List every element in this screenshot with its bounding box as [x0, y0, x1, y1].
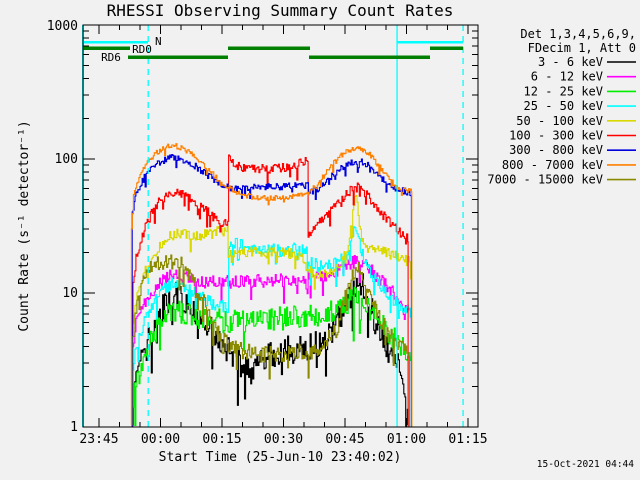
plot-frame — [82, 24, 479, 428]
legend-label-12-25: 12 - 25 keV — [524, 84, 603, 98]
x-tick-label-0100: 01:00 — [387, 432, 426, 447]
y-tick-label-1000: 1000 — [47, 19, 78, 34]
y-tick-label-1: 1 — [70, 420, 78, 435]
rd0-flag-label: RD0 — [132, 43, 152, 56]
legend-row: 7000 - 15000 keV — [487, 173, 636, 187]
x-tick-label-0115: 01:15 — [448, 432, 487, 447]
series-lines-layer — [130, 143, 413, 427]
legend-label-7000-15000: 7000 - 15000 keV — [487, 173, 603, 187]
x-tick-label-0000: 00:00 — [141, 432, 180, 447]
axis-ticks-layer — [83, 24, 478, 428]
y-tick-label-100: 100 — [55, 152, 78, 167]
creation-timestamp: 15-Oct-2021 04:44 — [537, 459, 635, 470]
series-line-band-50-100-kev — [131, 194, 413, 427]
legend-label-300-800: 300 - 800 keV — [509, 143, 603, 157]
legend-row: 100 - 300 keV — [509, 129, 636, 143]
rd6-flag-label: RD6 — [101, 51, 121, 64]
legend-row: 12 - 25 keV — [524, 84, 636, 98]
legend: Det 1,3,4,5,6,9, FDecim 1, Att 0 3 - 6 k… — [487, 27, 636, 187]
legend-row: 800 - 7000 keV — [502, 158, 636, 172]
legend-header-detectors: Det 1,3,4,5,6,9, — [520, 27, 636, 41]
legend-header-fdecim: FDecim 1, Att 0 — [528, 41, 636, 55]
series-line-band-300-800-kev — [131, 154, 412, 427]
x-tick-label-0030: 00:30 — [264, 432, 303, 447]
legend-row: 25 - 50 keV — [524, 99, 636, 113]
series-line-band-800-7000-kev — [130, 143, 413, 427]
x-tick-label-2345: 23:45 — [79, 432, 118, 447]
x-axis-label: Start Time (25-Jun-10 23:40:02) — [159, 450, 402, 465]
x-tick-label-0015: 00:15 — [202, 432, 241, 447]
legend-label-100-300: 100 - 300 keV — [509, 129, 603, 143]
legend-label-800-7000: 800 - 7000 keV — [502, 158, 603, 172]
y-tick-label-10: 10 — [62, 286, 78, 301]
night-flag-label: N — [155, 35, 162, 48]
legend-row: 300 - 800 keV — [509, 143, 636, 157]
legend-row: 3 - 6 keV — [538, 55, 636, 69]
flag-bars-layer — [83, 40, 464, 59]
series-line-band-12-25-kev — [132, 286, 412, 427]
legend-row: 6 - 12 keV — [531, 70, 636, 84]
legend-label-6-12: 6 - 12 keV — [531, 70, 603, 84]
legend-label-25-50: 25 - 50 keV — [524, 99, 603, 113]
series-line-band-100-300-kev — [132, 154, 409, 427]
y-axis-label: Count Rate (s⁻¹ detector⁻¹) — [17, 120, 32, 331]
series-line-band-7000-15000-kev — [132, 254, 410, 427]
legend-row: 50 - 100 keV — [516, 114, 636, 128]
chart-title: RHESSI Observing Summary Count Rates — [107, 1, 454, 20]
x-tick-label-0045: 00:45 — [325, 432, 364, 447]
legend-label-3-6: 3 - 6 keV — [538, 55, 603, 69]
legend-label-50-100: 50 - 100 keV — [516, 114, 603, 128]
